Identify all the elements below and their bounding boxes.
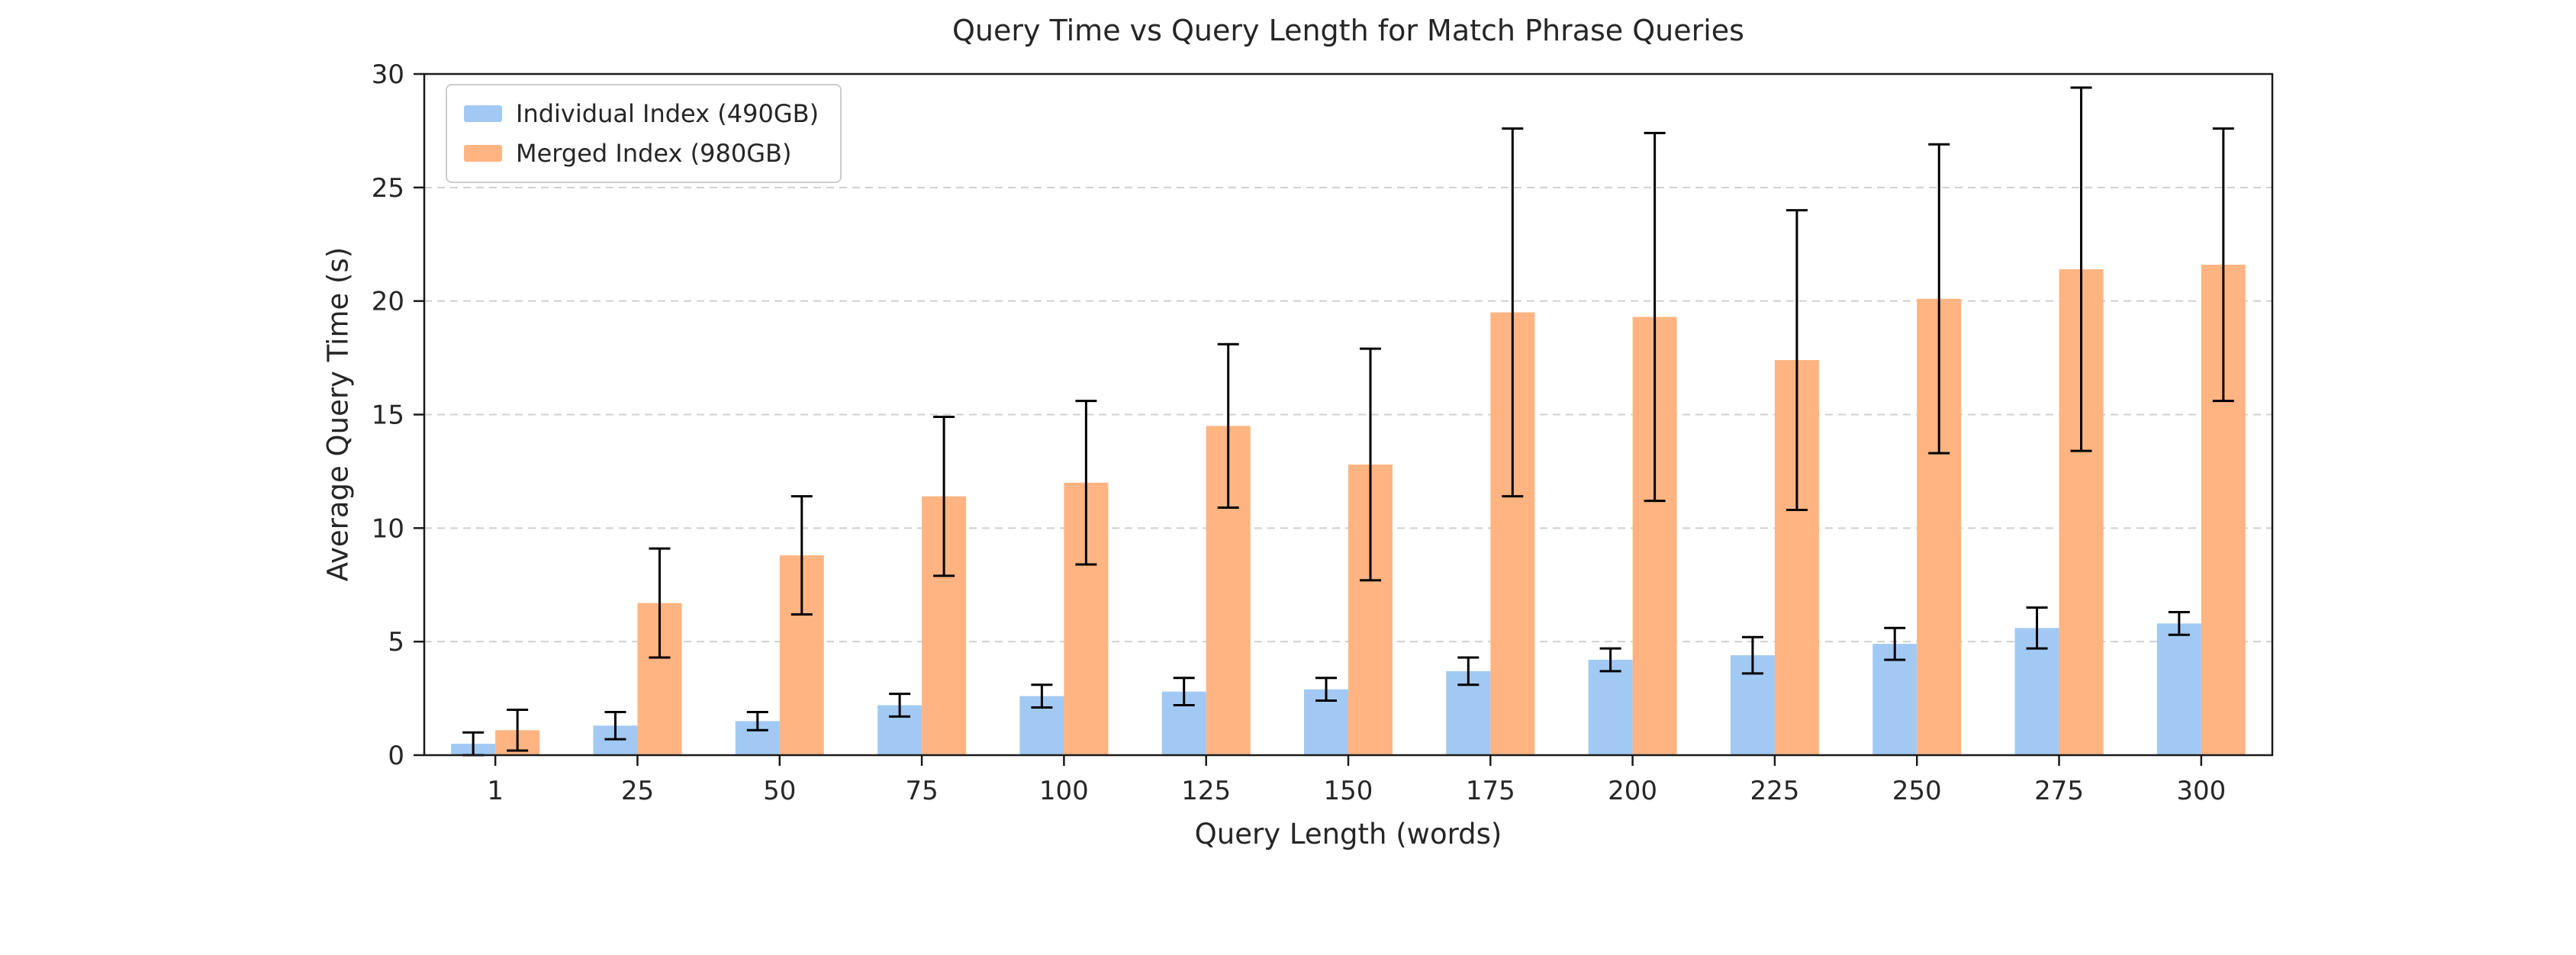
chart-title: Query Time vs Query Length for Match Phr… [952, 14, 1744, 47]
y-tick-label-15: 15 [372, 400, 404, 431]
legend: Individual Index (490GB) Merged Index (9… [446, 84, 842, 183]
legend-item-merged: Merged Index (980GB) [464, 139, 819, 168]
legend-swatch-individual-index [464, 105, 502, 122]
x-axis-label: Query Length (words) [1194, 818, 1502, 850]
legend-label-individual-index: Individual Index (490GB) [516, 99, 819, 128]
bar-individual-250 [1872, 644, 1918, 755]
x-tick-label-275: 275 [2034, 776, 2084, 806]
x-tick-label-250: 250 [1892, 776, 1942, 806]
y-tick-label-10: 10 [372, 513, 404, 544]
y-tick-label-25: 25 [372, 173, 404, 204]
x-tick-label-225: 225 [1750, 776, 1799, 806]
bar-individual-300 [2156, 623, 2201, 755]
x-tick-label-300: 300 [2176, 776, 2226, 806]
y-tick-label-0: 0 [388, 741, 404, 771]
x-tick-label-25: 25 [621, 776, 654, 806]
x-tick-label-100: 100 [1039, 776, 1089, 806]
legend-item-individual: Individual Index (490GB) [464, 99, 819, 128]
x-tick-label-75: 75 [905, 776, 938, 806]
legend-swatch-merged-index [464, 145, 502, 162]
x-tick-label-150: 150 [1324, 776, 1373, 806]
bar-individual-200 [1588, 659, 1633, 755]
x-tick-label-175: 175 [1466, 776, 1515, 806]
x-tick-label-125: 125 [1181, 776, 1231, 806]
x-tick-label-1: 1 [487, 776, 504, 806]
y-tick-label-5: 5 [388, 627, 404, 658]
x-tick-label-200: 200 [1608, 776, 1657, 806]
y-tick-label-30: 30 [372, 59, 404, 90]
legend-label-merged-index: Merged Index (980GB) [516, 139, 792, 168]
y-tick-label-20: 20 [372, 287, 404, 317]
x-tick-label-50: 50 [763, 776, 796, 806]
